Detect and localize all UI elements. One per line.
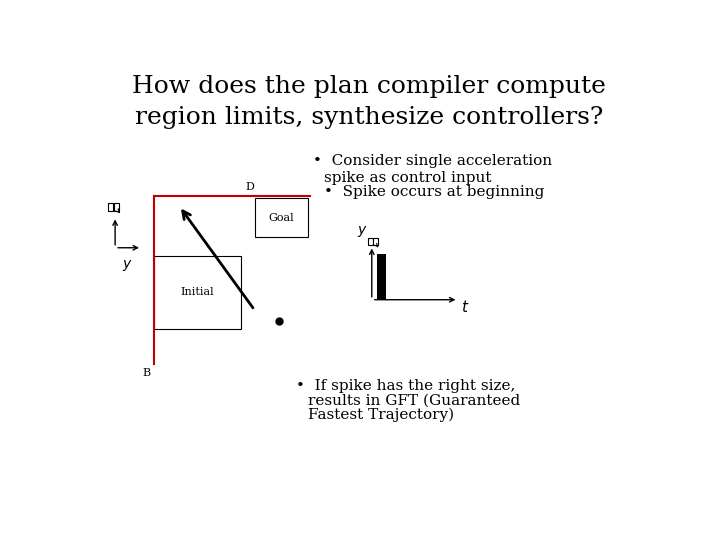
Bar	[377, 254, 386, 300]
Text: region limits, synthesize controllers?: region limits, synthesize controllers?	[135, 106, 603, 130]
Bar	[368, 238, 373, 245]
Bar	[109, 203, 114, 211]
Text: $t$: $t$	[461, 299, 469, 315]
Text: Goal: Goal	[269, 213, 294, 222]
Bar	[255, 198, 307, 238]
Bar	[374, 238, 379, 245]
Text: $y$: $y$	[357, 224, 368, 239]
Text: results in GFT (Guaranteed: results in GFT (Guaranteed	[307, 393, 520, 407]
Bar	[114, 203, 119, 211]
Text: $y$: $y$	[122, 258, 133, 273]
Text: D: D	[245, 181, 254, 192]
Text: •  Consider single acceleration: • Consider single acceleration	[313, 154, 552, 168]
Text: How does the plan compiler compute: How does the plan compiler compute	[132, 75, 606, 98]
Text: Initial: Initial	[181, 287, 215, 298]
Text: •  If spike has the right size,: • If spike has the right size,	[297, 379, 516, 393]
Text: spike as control input: spike as control input	[324, 171, 492, 185]
Text: •  Spike occurs at beginning: • Spike occurs at beginning	[324, 185, 545, 199]
Text: Fastest Trajectory): Fastest Trajectory)	[307, 408, 454, 422]
Bar	[154, 256, 240, 329]
Text: B: B	[142, 368, 150, 377]
